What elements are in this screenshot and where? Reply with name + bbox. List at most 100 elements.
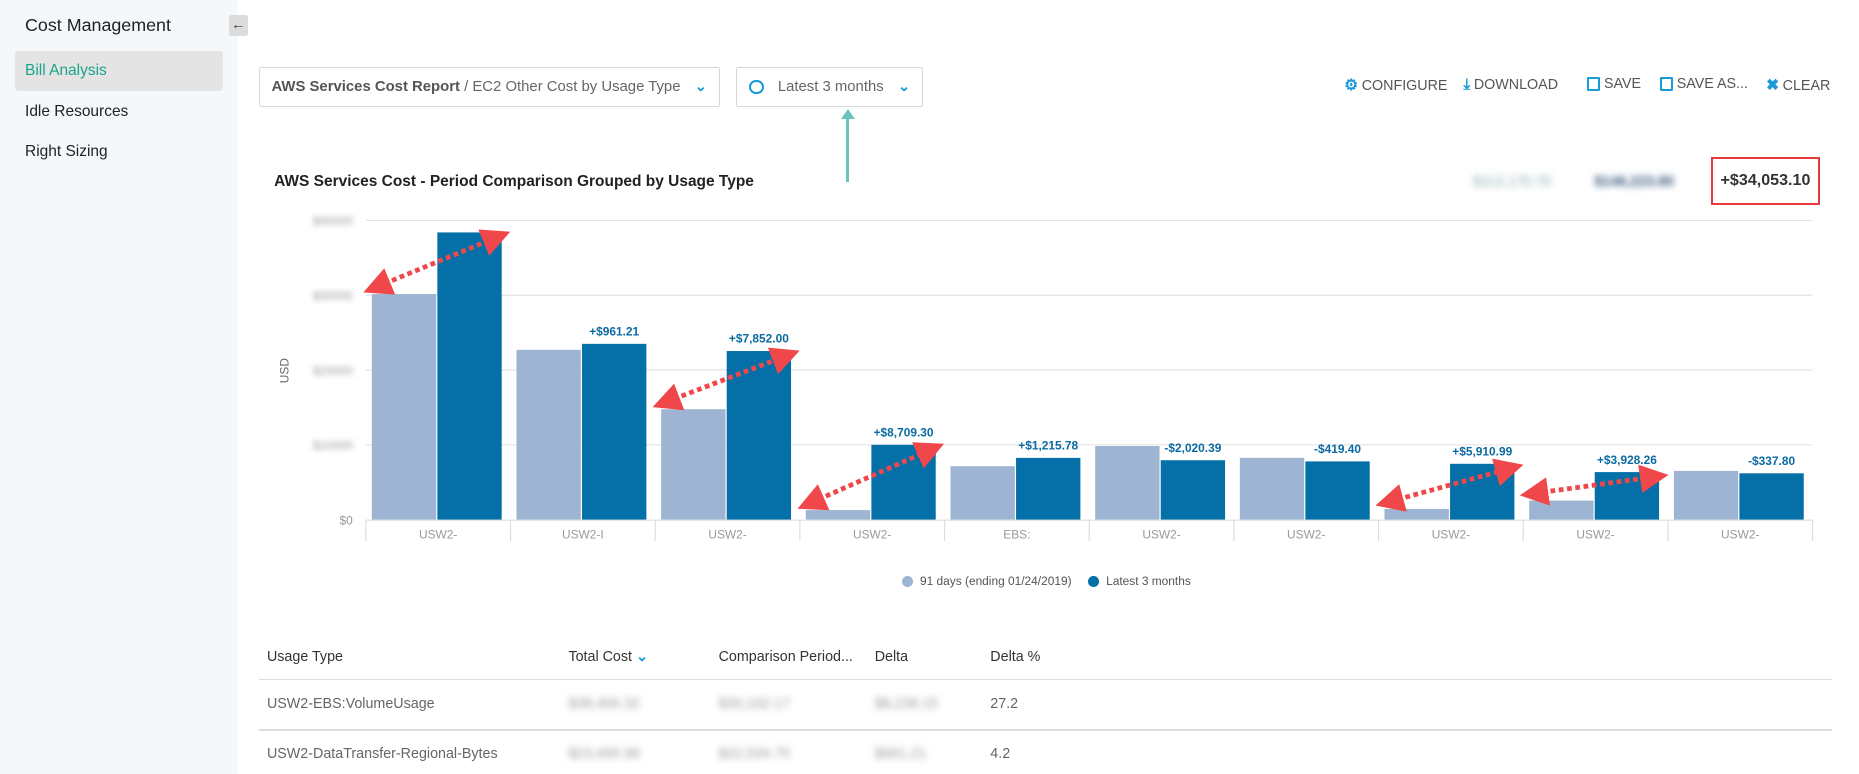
delta-label: -$2,020.39 bbox=[1164, 441, 1221, 455]
column-header-delta[interactable]: Delta bbox=[874, 649, 909, 666]
sidebar: Cost Management ← Bill Analysis Idle Res… bbox=[0, 0, 248, 774]
delta-label: -$419.40 bbox=[1314, 442, 1361, 456]
gear-icon: ⚙ bbox=[1344, 77, 1359, 95]
period-label: Latest 3 months bbox=[777, 78, 884, 95]
divider bbox=[258, 729, 1832, 731]
legend-dot bbox=[1088, 576, 1099, 587]
bar-current bbox=[871, 444, 936, 520]
x-tick-label: USW2- bbox=[1287, 528, 1325, 542]
app-title: Cost Management bbox=[25, 15, 171, 36]
chevron-down-icon: ⌄ bbox=[897, 78, 910, 95]
chart-title: AWS Services Cost - Period Comparison Gr… bbox=[274, 172, 754, 190]
sort-descending-icon: ⌄ bbox=[636, 649, 648, 666]
bar-previous bbox=[661, 409, 726, 520]
y-tick-label: $40000 bbox=[313, 214, 353, 228]
clear-label: CLEAR bbox=[1782, 77, 1831, 94]
y-tick-label: $10000 bbox=[313, 439, 353, 453]
bar-previous bbox=[371, 294, 437, 520]
bar-previous bbox=[805, 510, 871, 520]
y-tick-label: $30000 bbox=[313, 289, 353, 303]
save-as-label: SAVE AS... bbox=[1676, 76, 1748, 93]
legend-item-previous[interactable]: 91 days (ending 01/24/2019) bbox=[902, 574, 1072, 589]
usage-type-cell: USW2-DataTransfer-Regional-Bytes bbox=[266, 746, 498, 762]
bar-current bbox=[1305, 461, 1370, 520]
delta-cell: $961.21 bbox=[874, 746, 927, 762]
clock-icon bbox=[749, 79, 764, 95]
legend: 91 days (ending 01/24/2019) Latest 3 mon… bbox=[902, 574, 1191, 588]
x-tick-label: USW2- bbox=[1721, 528, 1759, 542]
collapse-sidebar-button[interactable]: ← bbox=[228, 15, 248, 36]
annotation-arrow-icon bbox=[840, 108, 855, 183]
bar-previous bbox=[1239, 457, 1305, 520]
comparison-arrow-icon bbox=[363, 229, 511, 295]
bar-previous bbox=[1384, 508, 1449, 520]
delta-cell: $8,238.15 bbox=[874, 695, 939, 712]
bar-previous bbox=[1095, 445, 1160, 520]
x-tick-label: USW2- bbox=[853, 528, 891, 542]
legend-label: Latest 3 months bbox=[1106, 574, 1191, 589]
clear-button[interactable]: ✖ CLEAR bbox=[1766, 76, 1830, 95]
column-label: Total Cost bbox=[568, 649, 633, 666]
sidebar-item-right-sizing[interactable]: Right Sizing bbox=[25, 143, 108, 161]
y-axis-label: USD bbox=[277, 358, 291, 384]
filter-bar: AWS Services Cost Report / EC2 Other Cos… bbox=[258, 66, 923, 183]
delta-pct-cell: 4.2 bbox=[990, 746, 1011, 762]
x-tick-label: USW2- bbox=[1576, 528, 1614, 542]
comparison-arrow-icon bbox=[1519, 464, 1669, 506]
delta-label: +$961.21 bbox=[589, 325, 639, 339]
report-select-text: AWS Services Cost Report / EC2 Other Cos… bbox=[272, 79, 681, 95]
report-view: EC2 Other Cost by Usage Type bbox=[472, 78, 681, 95]
table-row[interactable]: USW2-EBS:VolumeUsage $38,400.32 $30,162.… bbox=[0, 696, 1859, 720]
comparison-arrow-icon bbox=[1375, 458, 1524, 512]
x-tick-label: USW2- bbox=[419, 528, 457, 542]
sidebar-item-idle-resources[interactable]: Idle Resources bbox=[25, 102, 129, 120]
legend-dot bbox=[902, 576, 913, 587]
column-header-delta-pct[interactable]: Delta % bbox=[990, 649, 1041, 666]
usage-type-cell: USW2-EBS:VolumeUsage bbox=[266, 695, 435, 712]
save-as-button[interactable]: SAVE AS... bbox=[1660, 76, 1748, 92]
bar-chart: $0 $10000 $20000 $30000 $40000 USD USW2- USW2-I… bbox=[277, 214, 1814, 542]
download-button[interactable]: ⤓ DOWNLOAD bbox=[1463, 76, 1558, 94]
bar-current bbox=[437, 232, 502, 520]
delta-label: -$337.80 bbox=[1748, 454, 1795, 468]
bar-previous bbox=[1529, 500, 1594, 520]
bar-current bbox=[1016, 457, 1081, 520]
column-header-total-cost[interactable]: Total Cost ⌄ bbox=[568, 649, 648, 665]
comparison-arrow-icon bbox=[797, 442, 945, 511]
legend-label: 91 days (ending 01/24/2019) bbox=[919, 574, 1072, 589]
bar-current bbox=[1739, 473, 1804, 520]
total-delta: +$34,053.10 bbox=[1711, 157, 1820, 205]
delta-label: +$1,215.78 bbox=[1018, 439, 1078, 453]
current-period-total: $146,223.80 bbox=[1594, 173, 1674, 190]
bar-current bbox=[726, 351, 792, 520]
table-row[interactable]: USW2-DataTransfer-Regional-Bytes $23,495… bbox=[0, 746, 1859, 770]
period-select[interactable]: Latest 3 months ⌄ bbox=[736, 66, 923, 183]
comparison-cell: $22,534.75 bbox=[718, 746, 791, 762]
chevron-down-icon: ⌄ bbox=[694, 78, 707, 95]
floppy-disk-icon bbox=[1587, 77, 1601, 92]
y-tick-label: $20000 bbox=[313, 364, 353, 378]
column-header-usage-type[interactable]: Usage Type bbox=[266, 649, 343, 666]
x-tick-label: USW2- bbox=[1432, 528, 1470, 542]
configure-button[interactable]: ⚙ CONFIGURE bbox=[1344, 76, 1447, 95]
bar-previous bbox=[516, 349, 581, 520]
x-tick-label: USW2- bbox=[1142, 528, 1180, 542]
delta-label: +$3,928.26 bbox=[1597, 453, 1657, 467]
delta-pct-cell: 27.2 bbox=[990, 695, 1019, 712]
column-header-comparison-period[interactable]: Comparison Period... bbox=[718, 649, 853, 666]
download-label: DOWNLOAD bbox=[1473, 77, 1559, 94]
close-icon: ✖ bbox=[1766, 77, 1780, 95]
delta-label: +$7,852.00 bbox=[729, 332, 789, 346]
bar-previous bbox=[950, 466, 1015, 520]
previous-period-total: $112,170.70 bbox=[1472, 173, 1552, 190]
floppy-disk-icon bbox=[1660, 77, 1674, 92]
legend-item-current[interactable]: Latest 3 months bbox=[1088, 574, 1191, 588]
x-tick-label: EBS: bbox=[1003, 528, 1030, 542]
total-cost-cell: $23,495.96 bbox=[568, 746, 640, 762]
download-icon: ⤓ bbox=[1463, 76, 1471, 94]
delta-label: +$8,709.30 bbox=[874, 425, 934, 439]
report-select[interactable]: AWS Services Cost Report / EC2 Other Cos… bbox=[258, 66, 720, 108]
sidebar-item-bill-analysis[interactable]: Bill Analysis bbox=[15, 51, 223, 91]
bar-previous bbox=[1673, 470, 1739, 520]
save-button[interactable]: SAVE bbox=[1587, 76, 1641, 92]
